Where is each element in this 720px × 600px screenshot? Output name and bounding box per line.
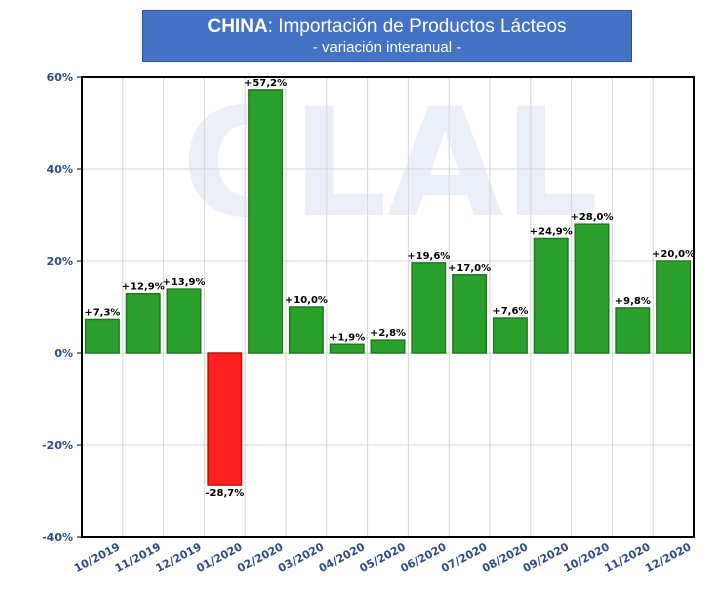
bars — [84, 89, 692, 486]
x-tick-label: 07/2020 — [439, 540, 490, 575]
data-label: +28,0% — [570, 212, 613, 223]
x-tick-label: 04/2020 — [317, 540, 368, 575]
x-tick-label: 02/2020 — [235, 540, 286, 575]
chart-title: CHINA: Importación de Productos Lácteos — [143, 16, 631, 38]
x-tick-label: 01/2020 — [194, 540, 245, 575]
bar-11/2020 — [615, 307, 651, 354]
data-labels: +7,3% +12,9%+13,9% -28,7% +57,2% +10,0% +1,9%… — [84, 78, 695, 499]
watermark-logo: CLAL — [181, 77, 598, 251]
y-tick-label: 40% — [47, 163, 73, 176]
x-tick-label: 10/2020 — [562, 540, 613, 575]
chart-title-box: CHINA: Importación de Productos Lácteos … — [142, 10, 632, 62]
data-label: +19,6% — [407, 251, 450, 262]
bar-04/2020 — [329, 343, 365, 354]
data-label: +10,0% — [285, 295, 328, 306]
y-tick-label: 60% — [47, 71, 73, 84]
data-label: +7,6% — [492, 306, 528, 317]
bar-10/2019 — [84, 318, 120, 354]
data-label: +13,9% — [162, 277, 205, 288]
plot-frame — [81, 76, 695, 538]
bar-12/2020 — [656, 260, 692, 354]
data-label: +24,9% — [530, 226, 573, 237]
x-tick-label: 05/2020 — [358, 540, 409, 575]
data-label: +2,8% — [370, 328, 406, 339]
x-tick-label: 11/2019 — [113, 540, 163, 575]
data-label: +20,0% — [652, 249, 695, 260]
data-label: +12,9% — [122, 282, 165, 293]
bar-02/2020 — [248, 89, 284, 354]
bar-03/2020 — [288, 306, 324, 354]
bar-12/2019 — [166, 288, 202, 354]
bar-08/2020 — [492, 317, 528, 354]
x-tick-label: 10/2019 — [72, 540, 122, 575]
x-tick-label: 03/2020 — [276, 540, 327, 575]
data-label: +7,3% — [84, 307, 120, 318]
x-tick-label: 08/2020 — [480, 540, 531, 575]
y-tick-label: 0% — [54, 347, 73, 360]
x-tick-label: 12/2020 — [643, 540, 694, 575]
bar-07/2020 — [452, 274, 488, 354]
bar-10/2020 — [574, 223, 610, 354]
data-label: +1,9% — [329, 332, 365, 343]
chart-title-text: : Importación de Productos Lácteos — [267, 16, 567, 37]
data-label: +17,0% — [448, 263, 491, 274]
chart-title-country: CHINA — [207, 16, 268, 37]
y-tick-label: -20% — [42, 439, 73, 452]
bar-06/2020 — [411, 262, 447, 354]
x-tick-label: 09/2020 — [521, 540, 572, 575]
bar-01/2020 — [207, 352, 243, 486]
chart-subtitle: - variación interanual - — [312, 39, 462, 56]
x-tick-label: 11/2020 — [602, 540, 653, 575]
data-label: +9,8% — [615, 296, 651, 307]
data-label: -28,7% — [205, 488, 244, 499]
bar-11/2019 — [125, 292, 161, 354]
y-tick-label: 20% — [47, 255, 73, 268]
data-label: +57,2% — [244, 78, 287, 89]
x-tick-label: 06/2020 — [398, 540, 449, 575]
x-tick-label: 12/2019 — [154, 540, 204, 575]
bar-05/2020 — [370, 339, 406, 354]
x-axis-ticks: 10/201911/201912/201901/202002/202003/20… — [72, 540, 694, 575]
bar-09/2020 — [533, 237, 569, 354]
y-axis-ticks: 60% 40% 20% 0% -20% -40% — [42, 71, 82, 544]
y-tick-label: -40% — [42, 531, 73, 544]
